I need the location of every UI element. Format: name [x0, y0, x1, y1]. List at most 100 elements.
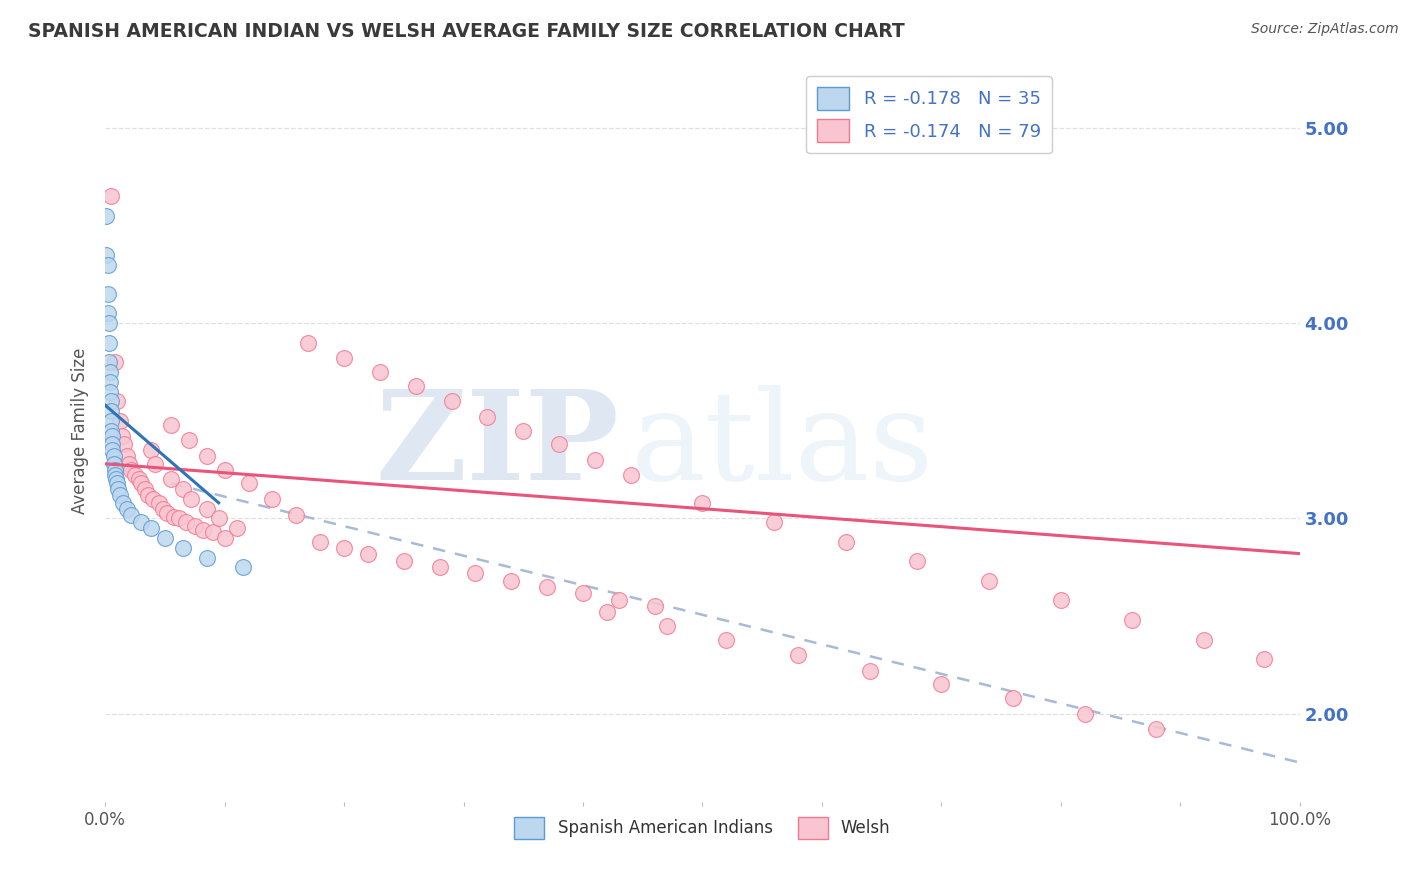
Point: [596, 605, 619, 619]
Point: [1001, 691, 1024, 706]
Point: [104, 472, 127, 486]
Point: [501, 574, 523, 588]
Point: [392, 554, 415, 568]
Point: [195, 501, 218, 516]
Point: [112, 437, 135, 451]
Point: [177, 434, 200, 448]
Point: [98, 375, 121, 389]
Point: [225, 521, 247, 535]
Point: [112, 496, 135, 510]
Point: [835, 534, 858, 549]
Text: SPANISH AMERICAN INDIAN VS WELSH AVERAGE FAMILY SIZE CORRELATION CHART: SPANISH AMERICAN INDIAN VS WELSH AVERAGE…: [28, 22, 905, 41]
Point: [115, 501, 138, 516]
Point: [180, 491, 202, 506]
Point: [172, 482, 194, 496]
Point: [176, 516, 198, 530]
Point: [262, 491, 284, 506]
Point: [96, 248, 118, 262]
Point: [105, 394, 128, 409]
Point: [1073, 706, 1095, 721]
Point: [128, 472, 150, 486]
Point: [858, 664, 880, 678]
Point: [115, 449, 138, 463]
Point: [97, 258, 120, 272]
Point: [108, 414, 131, 428]
Point: [104, 463, 127, 477]
Point: [644, 599, 666, 614]
Y-axis label: Average Family Size: Average Family Size: [72, 347, 89, 514]
Point: [163, 509, 186, 524]
Point: [214, 531, 236, 545]
Point: [357, 547, 380, 561]
Point: [1049, 593, 1071, 607]
Point: [787, 648, 810, 662]
Point: [134, 482, 156, 496]
Point: [195, 550, 218, 565]
Point: [139, 443, 162, 458]
Point: [191, 523, 214, 537]
Point: [97, 355, 120, 369]
Point: [152, 501, 174, 516]
Point: [238, 476, 260, 491]
Point: [97, 316, 120, 330]
Point: [111, 429, 134, 443]
Point: [100, 394, 122, 409]
Point: [214, 463, 236, 477]
Point: [97, 335, 120, 350]
Point: [572, 585, 595, 599]
Point: [167, 511, 190, 525]
Point: [107, 482, 129, 496]
Point: [607, 593, 630, 607]
Point: [655, 619, 678, 633]
Point: [429, 560, 451, 574]
Point: [160, 417, 183, 432]
Point: [716, 632, 738, 647]
Point: [1144, 723, 1167, 737]
Text: atlas: atlas: [631, 384, 934, 506]
Point: [145, 457, 167, 471]
Point: [297, 335, 319, 350]
Point: [929, 677, 952, 691]
Point: [368, 365, 391, 379]
Point: [108, 488, 131, 502]
Point: [142, 491, 165, 506]
Point: [1192, 632, 1215, 647]
Point: [98, 365, 121, 379]
Point: [98, 384, 121, 399]
Point: [105, 476, 128, 491]
Point: [100, 189, 122, 203]
Point: [405, 378, 427, 392]
Point: [160, 472, 183, 486]
Point: [285, 508, 308, 522]
Point: [905, 554, 928, 568]
Point: [333, 351, 356, 366]
Point: [464, 566, 486, 581]
Point: [121, 463, 143, 477]
Point: [101, 443, 124, 458]
Point: [692, 496, 714, 510]
Point: [195, 449, 218, 463]
Legend: Spanish American Indians, Welsh: Spanish American Indians, Welsh: [508, 811, 897, 846]
Text: Source: ZipAtlas.com: Source: ZipAtlas.com: [1251, 22, 1399, 37]
Point: [232, 560, 254, 574]
Point: [477, 409, 499, 424]
Point: [104, 355, 127, 369]
Point: [129, 516, 152, 530]
Point: [118, 457, 141, 471]
Point: [583, 453, 606, 467]
Point: [139, 521, 162, 535]
Point: [100, 414, 122, 428]
Point: [97, 306, 120, 320]
Point: [548, 437, 571, 451]
Point: [96, 209, 118, 223]
Point: [129, 476, 152, 491]
Point: [103, 457, 125, 471]
Point: [536, 580, 558, 594]
Point: [104, 468, 127, 483]
Point: [153, 531, 176, 545]
Point: [512, 424, 534, 438]
Point: [620, 468, 643, 483]
Point: [121, 508, 143, 522]
Point: [201, 525, 224, 540]
Point: [103, 449, 125, 463]
